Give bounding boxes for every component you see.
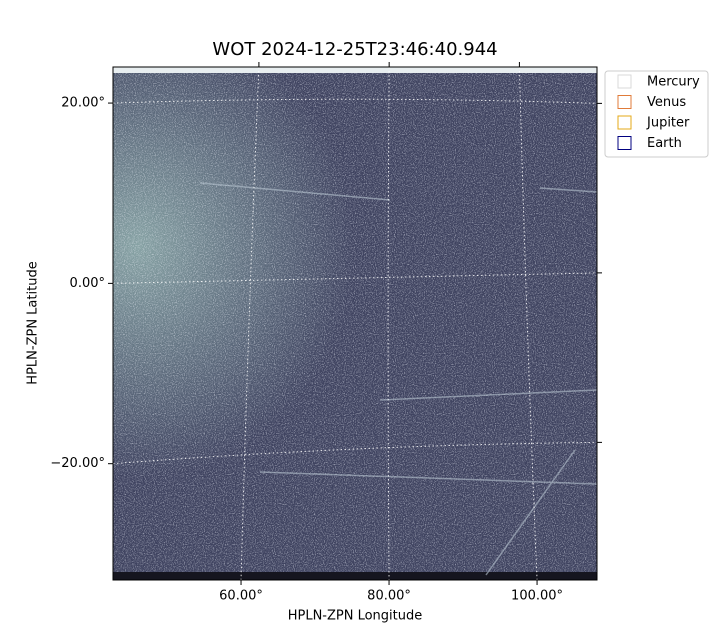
y-tick-label: 0.00° xyxy=(70,276,105,291)
legend-marker xyxy=(617,136,632,150)
chart-title: WOT 2024-12-25T23:46:40.944 xyxy=(212,39,497,60)
legend-label: Mercury xyxy=(647,75,700,90)
axes-frame xyxy=(112,66,598,581)
y-tick-label: −20.00° xyxy=(50,456,105,471)
y-tick-label: 20.00° xyxy=(61,96,105,111)
x-tick-label: 80.00° xyxy=(367,589,411,604)
legend-label: Earth xyxy=(647,136,682,151)
x-tick-label: 100.00° xyxy=(511,589,563,604)
grid-line xyxy=(518,66,538,581)
legend-marker xyxy=(617,74,632,89)
grid-line xyxy=(240,66,260,581)
grid xyxy=(112,66,598,581)
legend-label: Jupiter xyxy=(646,116,690,131)
x-tick-label: 60.00° xyxy=(219,589,263,604)
grid-line xyxy=(387,66,390,581)
legend-marker xyxy=(617,115,632,130)
legend-marker xyxy=(617,95,632,109)
image xyxy=(113,67,597,580)
x-axis-label: HPLN-ZPN Longitude xyxy=(288,609,423,624)
legend xyxy=(604,70,709,158)
grid-line xyxy=(112,98,598,104)
legend-label: Venus xyxy=(647,95,686,110)
y-axis-label: HPLN-ZPN Latitude xyxy=(26,261,41,384)
grid-line xyxy=(112,272,598,284)
